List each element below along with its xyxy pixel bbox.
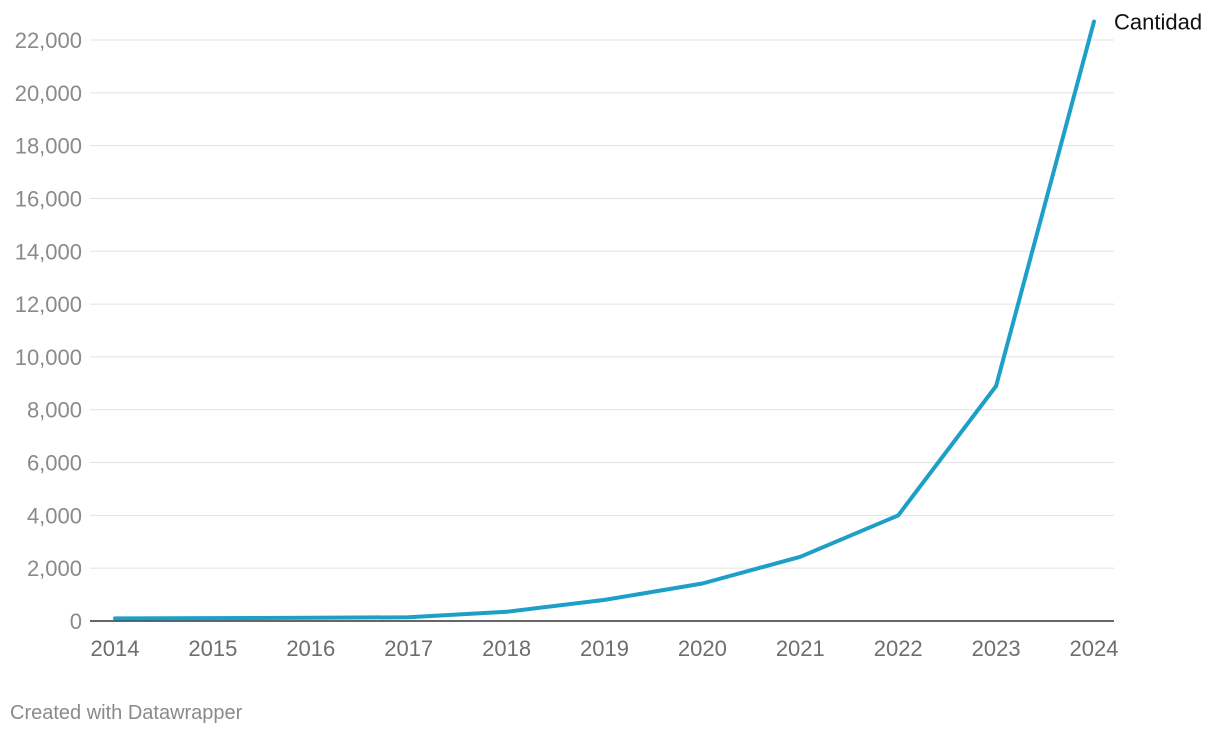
x-tick-label: 2016: [286, 636, 335, 661]
y-tick-label: 16,000: [15, 186, 82, 211]
x-tick-label: 2014: [91, 636, 140, 661]
y-tick-label: 6,000: [27, 451, 82, 476]
y-tick-label: 14,000: [15, 239, 82, 264]
series-labels: Cantidad: [1114, 10, 1202, 35]
y-tick-label: 4,000: [27, 503, 82, 528]
x-tick-label: 2024: [1070, 636, 1119, 661]
y-tick-label: 18,000: [15, 134, 82, 159]
x-tick-label: 2022: [874, 636, 923, 661]
gridlines: [90, 39, 1114, 622]
series-lines: [113, 19, 1096, 621]
series-end-label: Cantidad: [1114, 10, 1202, 35]
x-tick-label: 2023: [972, 636, 1021, 661]
y-tick-label: 8,000: [27, 398, 82, 423]
y-axis-tick-labels: 0 2,000 4,000 6,000 8,000 10,000 12,000 14,000 1…: [15, 28, 82, 634]
y-tick-label: 10,000: [15, 345, 82, 370]
y-tick-label: 22,000: [15, 28, 82, 53]
y-tick-label: 20,000: [15, 81, 82, 106]
x-tick-label: 2019: [580, 636, 629, 661]
x-tick-label: 2017: [384, 636, 433, 661]
x-tick-label: 2020: [678, 636, 727, 661]
y-tick-label: 0: [70, 609, 82, 634]
series-line-cantidad: [113, 19, 1096, 621]
x-axis-tick-labels: 2014 2015 2016 2017 2018 2019 2020 2021 2022 2023…: [91, 636, 1119, 661]
x-tick-label: 2015: [188, 636, 237, 661]
x-tick-label: 2018: [482, 636, 531, 661]
y-tick-label: 12,000: [15, 292, 82, 317]
x-tick-label: 2021: [776, 636, 825, 661]
y-tick-label: 2,000: [27, 556, 82, 581]
footer-credit: Created with Datawrapper: [10, 702, 243, 724]
